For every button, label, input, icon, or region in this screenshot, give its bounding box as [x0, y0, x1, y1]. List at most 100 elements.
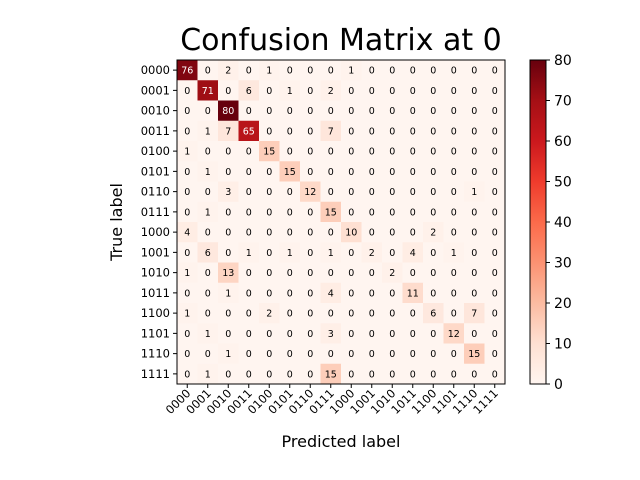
cell-value-label: 2: [266, 309, 272, 320]
heatmap-cell: [300, 60, 321, 81]
cell-value-label: 10: [345, 228, 357, 239]
cell-value-label: 1: [266, 66, 272, 77]
cell-value-label: 0: [492, 369, 498, 380]
cell-value-label: 0: [369, 349, 375, 360]
heatmap-cell: [320, 363, 342, 385]
heatmap-cell: [197, 100, 219, 122]
cell-value-label: 0: [287, 66, 293, 77]
cell-value-label: 0: [246, 228, 252, 239]
heatmap-cell: [382, 242, 403, 263]
heatmap-cell: [218, 282, 239, 304]
heatmap-cell: [464, 60, 485, 81]
colorbar-tick-label: 40: [554, 215, 572, 231]
colorbar-tick-label: 80: [554, 53, 572, 69]
cell-value-label: 0: [225, 167, 231, 178]
y-tick-label: 1101: [141, 326, 170, 340]
cell-value-label: 0: [389, 207, 395, 218]
heatmap-cell: [177, 343, 198, 365]
y-tick-label: 0110: [141, 185, 170, 199]
heatmap-cell: [402, 161, 424, 182]
cell-value-label: 0: [369, 126, 375, 137]
heatmap-cell: [382, 100, 403, 122]
heatmap-cell: [238, 181, 260, 203]
heatmap-cell: [341, 141, 362, 162]
heatmap-cell: [218, 80, 239, 101]
heatmap-cell: [341, 323, 362, 344]
cell-value-label: 0: [348, 329, 354, 340]
cell-value-label: 0: [307, 126, 313, 137]
heatmap-cell: [320, 120, 342, 142]
heatmap-cell: [218, 303, 239, 324]
heatmap-cell: [177, 242, 198, 263]
heatmap-cell: [238, 303, 260, 324]
heatmap-cell: [341, 60, 362, 81]
cell-value-label: 0: [389, 329, 395, 340]
heatmap-cell: [423, 262, 444, 284]
cell-value-label: 0: [430, 66, 436, 77]
x-tick-labels: 0000000100100011010001010110011110001001…: [163, 384, 501, 417]
heatmap-cell: [197, 343, 219, 365]
heatmap-cell: [279, 60, 301, 81]
cell-value-label: 0: [246, 369, 252, 380]
heatmap-cell: [177, 262, 198, 284]
heatmap-cell: [361, 80, 383, 101]
heatmap-cell: [259, 181, 280, 203]
cell-value-label: 0: [451, 66, 457, 77]
cell-value-label: 0: [184, 126, 190, 137]
cell-value-label: 0: [287, 187, 293, 198]
cell-value-label: 0: [471, 268, 477, 279]
heatmap-cell: [361, 363, 383, 385]
cell-value-label: 0: [328, 147, 334, 158]
cell-value-label: 0: [369, 167, 375, 178]
cell-value-label: 0: [410, 309, 416, 320]
cell-value-label: 0: [348, 187, 354, 198]
heatmap-cell: [402, 343, 424, 365]
heatmap-cell: [341, 303, 362, 324]
heatmap-cell: [484, 363, 506, 385]
heatmap-cell: [443, 242, 465, 263]
colorbar-tick-label: 30: [554, 256, 572, 272]
x-axis-label: Predicted label: [282, 432, 401, 451]
cell-value-label: 0: [184, 369, 190, 380]
cell-value-label: 0: [389, 248, 395, 259]
heatmap-cell: [197, 262, 219, 284]
heatmap-cell: [218, 161, 239, 182]
plot-frame: [176, 59, 506, 385]
cell-value-label: 1: [205, 167, 211, 178]
heatmap-cell: [259, 262, 280, 284]
cell-value-label: 0: [369, 309, 375, 320]
heatmap-cell: [341, 363, 362, 385]
cell-value-label: 0: [389, 187, 395, 198]
heatmap-cell: [443, 303, 465, 324]
cell-value-label: 1: [205, 207, 211, 218]
y-tick-label: 0010: [141, 104, 170, 118]
heatmap-cell: [341, 201, 362, 223]
cell-value-label: 0: [430, 369, 436, 380]
cell-value-label: 0: [369, 268, 375, 279]
cell-value-label: 0: [287, 268, 293, 279]
heatmap-cell: [402, 222, 424, 243]
cell-value-label: 4: [328, 288, 334, 299]
cell-value-label: 0: [246, 167, 252, 178]
cell-value-label: 0: [451, 268, 457, 279]
heatmap-cell: [382, 80, 403, 101]
cell-value-label: 0: [471, 228, 477, 239]
y-tick-label: 1111: [141, 367, 170, 381]
cell-value-label: 0: [348, 288, 354, 299]
heatmap-cell: [464, 120, 485, 142]
cell-value-label: 0: [307, 288, 313, 299]
heatmap-cell: [279, 262, 301, 284]
heatmap-cell: [341, 222, 362, 243]
heatmap-cell: [177, 201, 198, 223]
cell-value-label: 0: [410, 86, 416, 97]
heatmap-cell: [341, 242, 362, 263]
heatmap-cell: [218, 262, 239, 284]
cell-value-label: 0: [430, 349, 436, 360]
heatmap-cell: [218, 201, 239, 223]
cell-value-label: 0: [389, 288, 395, 299]
cell-value-label: 15: [468, 349, 480, 360]
cell-value-label: 0: [184, 248, 190, 259]
cell-value-label: 0: [287, 288, 293, 299]
heatmap-cell: [177, 181, 198, 203]
cell-value-label: 0: [307, 369, 313, 380]
